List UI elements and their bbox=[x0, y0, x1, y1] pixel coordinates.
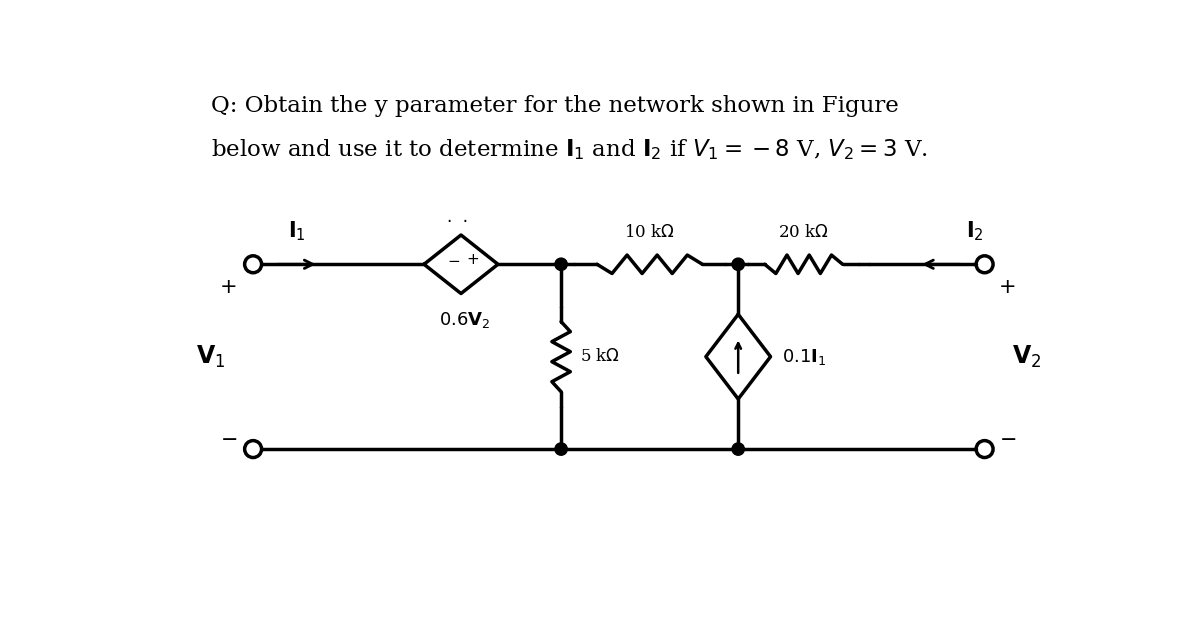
Circle shape bbox=[554, 258, 568, 271]
Text: $+$: $+$ bbox=[466, 252, 479, 267]
Text: $-$: $-$ bbox=[446, 252, 460, 267]
Text: $0.1\mathbf{I}_1$: $0.1\mathbf{I}_1$ bbox=[782, 347, 827, 367]
Text: $\mathbf{I}_2$: $\mathbf{I}_2$ bbox=[966, 219, 984, 242]
Text: $\mathbf{V}_2$: $\mathbf{V}_2$ bbox=[1013, 343, 1042, 370]
Text: 5 k$\Omega$: 5 k$\Omega$ bbox=[581, 348, 620, 365]
Text: $-$: $-$ bbox=[220, 428, 238, 448]
Circle shape bbox=[554, 443, 568, 455]
Text: below and use it to determine $\mathbf{I}_1$ and $\mathbf{I}_2$ if $V_1 =-8$ V, : below and use it to determine $\mathbf{I… bbox=[211, 137, 928, 162]
Text: .  .: . . bbox=[446, 208, 468, 226]
Text: $-$: $-$ bbox=[1000, 428, 1016, 448]
Text: +: + bbox=[220, 277, 238, 297]
Text: 10 k$\Omega$: 10 k$\Omega$ bbox=[624, 224, 674, 241]
Text: $\mathbf{I}_1$: $\mathbf{I}_1$ bbox=[288, 219, 306, 242]
Text: $0.6\mathbf{V}_2$: $0.6\mathbf{V}_2$ bbox=[439, 311, 491, 331]
Text: 20 k$\Omega$: 20 k$\Omega$ bbox=[779, 224, 829, 241]
Circle shape bbox=[732, 443, 744, 455]
Text: $\mathbf{V}_1$: $\mathbf{V}_1$ bbox=[196, 343, 226, 370]
Circle shape bbox=[732, 258, 744, 271]
Text: Q: Obtain the y parameter for the network shown in Figure: Q: Obtain the y parameter for the networ… bbox=[211, 95, 899, 117]
Text: +: + bbox=[998, 277, 1016, 297]
